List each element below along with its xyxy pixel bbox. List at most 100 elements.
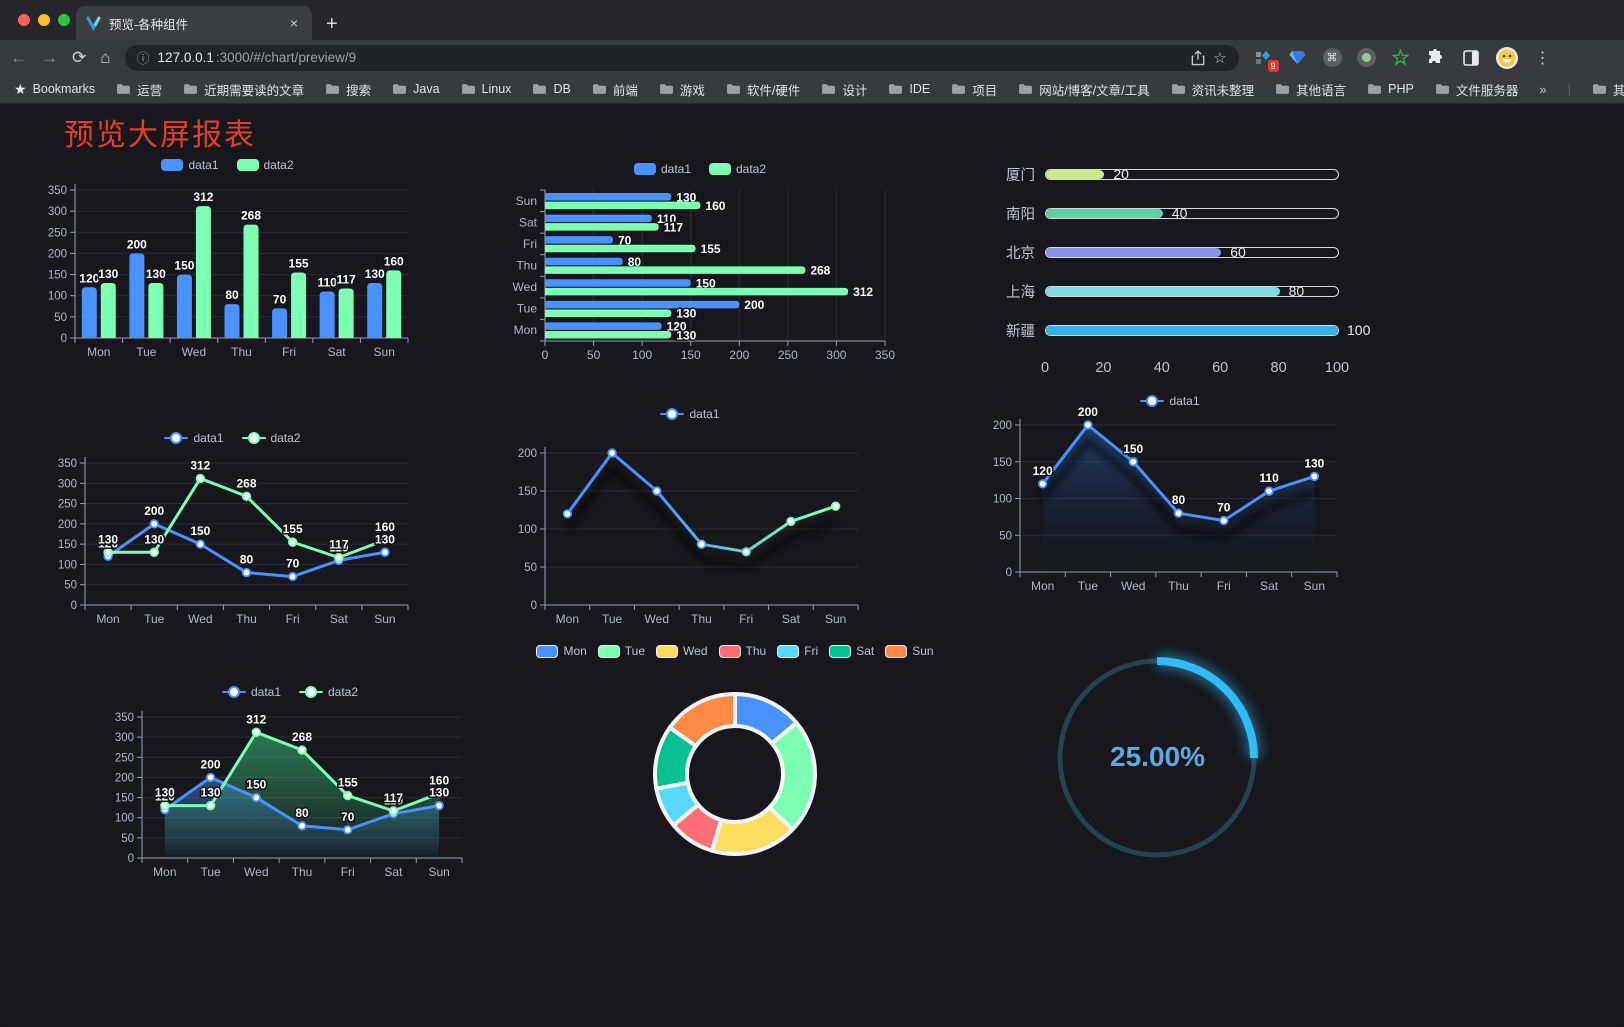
- legend-item[interactable]: data1: [221, 685, 281, 699]
- gem-extension-icon[interactable]: [1288, 48, 1308, 68]
- svg-text:100: 100: [48, 291, 67, 303]
- site-info-icon[interactable]: ⓘ: [136, 51, 150, 66]
- progress-track: 80: [1045, 283, 1339, 299]
- svg-text:155: 155: [338, 776, 358, 790]
- legend-item[interactable]: Tue: [597, 644, 645, 658]
- extension-grid-icon[interactable]: 9: [1253, 48, 1279, 72]
- record-extension-icon[interactable]: [1356, 48, 1376, 67]
- legend-item[interactable]: data1: [164, 431, 224, 445]
- chart-canvas: [653, 692, 817, 856]
- bookmark-folder[interactable]: 游戏: [659, 80, 705, 99]
- svg-text:Mon: Mon: [87, 345, 110, 359]
- browser-tab[interactable]: 预览-各种组件 ×: [76, 6, 312, 40]
- other-bookmarks[interactable]: 其他书签: [1592, 80, 1624, 99]
- bookmark-folder[interactable]: 软件/硬件: [726, 80, 800, 99]
- legend-item[interactable]: data2: [709, 162, 766, 176]
- svg-text:150: 150: [190, 524, 210, 538]
- legend-item[interactable]: data1: [1140, 394, 1200, 408]
- puzzle-extensions-icon[interactable]: [1426, 48, 1446, 68]
- svg-text:268: 268: [236, 476, 256, 490]
- svg-text:120: 120: [79, 271, 99, 285]
- bookmark-folder[interactable]: 运营: [116, 80, 162, 99]
- legend-item[interactable]: data2: [299, 685, 358, 699]
- svg-text:150: 150: [1123, 442, 1143, 456]
- forward-icon[interactable]: →: [41, 48, 58, 67]
- svg-text:50: 50: [54, 312, 67, 324]
- legend-item[interactable]: data2: [241, 431, 301, 445]
- svg-text:130: 130: [155, 786, 175, 800]
- tab-close-icon[interactable]: ×: [289, 15, 298, 31]
- bookmark-folder[interactable]: DB: [532, 82, 571, 96]
- svg-text:200: 200: [144, 504, 164, 518]
- legend-item[interactable]: data1: [633, 162, 691, 176]
- legend-item[interactable]: Sat: [829, 644, 874, 658]
- svg-text:200: 200: [729, 348, 749, 362]
- svg-text:0: 0: [71, 600, 77, 612]
- svg-text:Tue: Tue: [136, 345, 157, 359]
- bookmark-folder[interactable]: PHP: [1367, 82, 1414, 96]
- close-window-button[interactable]: [18, 14, 30, 26]
- folder-icon: [1019, 84, 1033, 94]
- legend-item[interactable]: Mon: [536, 644, 587, 658]
- svg-text:312: 312: [193, 190, 213, 204]
- svg-text:300: 300: [58, 478, 77, 490]
- bookmark-folder[interactable]: Java: [392, 82, 440, 96]
- command-extension-icon[interactable]: ⌘: [1322, 48, 1342, 67]
- green-star-extension-icon[interactable]: [1391, 48, 1411, 68]
- svg-text:Sat: Sat: [782, 612, 801, 626]
- bookmark-folder[interactable]: 资讯未整理: [1171, 80, 1254, 99]
- bookmark-folder[interactable]: 近期需要读的文章: [183, 80, 304, 99]
- chart-canvas: 0 50 100 150 200 250 300 350 Mon Tue Wed Thu Fri Sat S…: [115, 711, 463, 879]
- legend-item[interactable]: Fri: [777, 644, 818, 658]
- bookmark-folder[interactable]: 前端: [592, 80, 638, 99]
- new-tab-button[interactable]: +: [326, 13, 338, 35]
- svg-text:120: 120: [155, 790, 175, 804]
- reload-icon[interactable]: ⟳: [72, 48, 87, 67]
- home-icon[interactable]: ⌂: [100, 48, 111, 67]
- legend-item[interactable]: data1: [161, 158, 219, 172]
- minimize-window-button[interactable]: [38, 14, 50, 26]
- bookmark-folder[interactable]: 搜索: [325, 80, 371, 99]
- bookmark-folder[interactable]: 文件服务器: [1435, 80, 1518, 99]
- bookmark-folder[interactable]: 设计: [821, 80, 867, 99]
- bookmark-folder[interactable]: 网站/博客/文章/工具: [1018, 80, 1150, 99]
- svg-text:Sat: Sat: [330, 612, 349, 626]
- bookmarks-manager[interactable]: ★ Bookmarks: [14, 81, 95, 98]
- svg-text:110: 110: [329, 540, 349, 554]
- share-icon[interactable]: [1191, 49, 1205, 66]
- back-icon[interactable]: ←: [10, 48, 27, 67]
- legend-item[interactable]: Sun: [885, 644, 934, 658]
- legend-item[interactable]: data1: [660, 407, 720, 421]
- bookmark-star-icon[interactable]: ☆: [1213, 49, 1227, 67]
- profile-avatar[interactable]: [1495, 46, 1518, 69]
- folder-icon: [461, 84, 475, 94]
- legend-item[interactable]: data2: [236, 158, 294, 172]
- address-bar[interactable]: ⓘ 127.0.0.1:3000/#/chart/preview/9 ☆: [124, 44, 1239, 71]
- svg-text:155: 155: [701, 242, 721, 256]
- svg-text:130: 130: [676, 190, 696, 204]
- svg-text:250: 250: [58, 499, 77, 511]
- menu-kebab-icon[interactable]: ⋮: [1534, 49, 1551, 67]
- svg-text:100: 100: [632, 348, 652, 362]
- chart-legend: data1: [505, 407, 875, 421]
- legend-item[interactable]: Wed: [656, 644, 708, 658]
- svg-text:110: 110: [317, 275, 337, 289]
- svg-text:Fri: Fri: [282, 345, 296, 359]
- progress-fill: [1046, 325, 1338, 335]
- split-square-extension-icon[interactable]: [1461, 48, 1481, 68]
- bookmark-folder[interactable]: 项目: [951, 80, 997, 99]
- folder-icon: [326, 84, 340, 94]
- svg-text:Wed: Wed: [513, 280, 537, 294]
- maximize-window-button[interactable]: [58, 14, 70, 26]
- progress-label: 上海: [1006, 284, 1035, 301]
- svg-text:120: 120: [98, 536, 118, 550]
- bookmark-folder[interactable]: IDE: [888, 82, 930, 96]
- chart-progress-bars: 厦门 20 南阳 40 北京 60 上海 80 新疆 1: [990, 162, 1390, 392]
- bookmark-folder[interactable]: 其他语言: [1275, 80, 1346, 99]
- bookmarks-overflow-chevron[interactable]: »: [1539, 81, 1547, 97]
- svg-text:130: 130: [144, 532, 164, 546]
- svg-text:130: 130: [1304, 456, 1324, 470]
- bookmark-folder[interactable]: Linux: [461, 82, 511, 96]
- legend-item[interactable]: Thu: [718, 644, 766, 658]
